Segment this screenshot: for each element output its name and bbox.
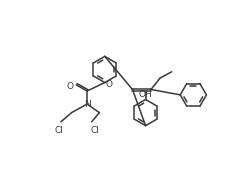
Text: O: O [66, 82, 73, 91]
Text: Cl: Cl [55, 127, 64, 135]
Text: Cl: Cl [90, 127, 99, 135]
Text: O: O [106, 80, 113, 89]
Text: N: N [84, 100, 91, 109]
Text: OH: OH [139, 90, 153, 99]
